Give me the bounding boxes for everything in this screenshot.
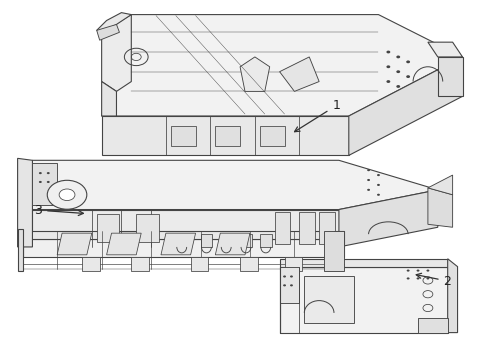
Polygon shape	[220, 234, 232, 247]
Circle shape	[387, 66, 391, 68]
Polygon shape	[349, 57, 463, 156]
Polygon shape	[215, 126, 240, 145]
Polygon shape	[280, 267, 299, 303]
Polygon shape	[418, 318, 448, 333]
Polygon shape	[191, 257, 208, 271]
Circle shape	[416, 270, 419, 272]
Polygon shape	[97, 24, 120, 40]
Polygon shape	[32, 210, 339, 247]
Circle shape	[290, 275, 293, 278]
Polygon shape	[324, 231, 344, 271]
Polygon shape	[136, 215, 159, 242]
Polygon shape	[285, 257, 302, 271]
Polygon shape	[161, 233, 196, 255]
Polygon shape	[23, 239, 344, 257]
Polygon shape	[97, 13, 131, 32]
Circle shape	[59, 189, 75, 201]
Circle shape	[396, 55, 400, 58]
Circle shape	[416, 278, 419, 279]
Polygon shape	[176, 234, 188, 247]
Polygon shape	[428, 188, 453, 227]
Polygon shape	[18, 229, 23, 271]
Circle shape	[367, 189, 370, 191]
Polygon shape	[101, 116, 349, 156]
Polygon shape	[304, 276, 354, 323]
Text: 3: 3	[34, 204, 83, 217]
Polygon shape	[240, 57, 270, 91]
Text: 2: 2	[416, 273, 451, 288]
Circle shape	[387, 51, 391, 53]
Circle shape	[396, 70, 400, 73]
Polygon shape	[171, 126, 196, 145]
Circle shape	[290, 284, 293, 287]
Circle shape	[377, 194, 380, 196]
Polygon shape	[428, 42, 463, 57]
Polygon shape	[428, 175, 453, 195]
Polygon shape	[280, 259, 448, 267]
Polygon shape	[260, 234, 271, 247]
Polygon shape	[101, 15, 131, 91]
Polygon shape	[32, 163, 57, 204]
Polygon shape	[240, 234, 252, 247]
Polygon shape	[97, 215, 120, 242]
Polygon shape	[107, 233, 141, 255]
Circle shape	[406, 60, 410, 63]
Circle shape	[407, 278, 410, 279]
Text: 1: 1	[294, 99, 340, 132]
Polygon shape	[260, 126, 285, 145]
Circle shape	[283, 275, 286, 278]
Polygon shape	[23, 231, 344, 239]
Polygon shape	[101, 15, 463, 116]
Circle shape	[39, 172, 42, 174]
Circle shape	[367, 169, 370, 171]
Circle shape	[47, 181, 49, 183]
Polygon shape	[280, 267, 448, 333]
Polygon shape	[18, 158, 32, 247]
Polygon shape	[438, 57, 463, 96]
Circle shape	[47, 172, 49, 174]
Circle shape	[377, 174, 380, 176]
Circle shape	[407, 270, 410, 272]
Polygon shape	[339, 190, 438, 247]
Polygon shape	[448, 259, 458, 333]
Circle shape	[367, 179, 370, 181]
Polygon shape	[299, 212, 315, 244]
Polygon shape	[280, 57, 319, 91]
Circle shape	[377, 184, 380, 186]
Circle shape	[387, 80, 391, 83]
Circle shape	[406, 75, 410, 78]
Circle shape	[39, 181, 42, 183]
Circle shape	[396, 85, 400, 88]
Polygon shape	[319, 212, 335, 244]
Polygon shape	[101, 82, 117, 116]
Polygon shape	[131, 257, 149, 271]
Circle shape	[47, 180, 87, 209]
Polygon shape	[32, 160, 438, 210]
Circle shape	[426, 278, 429, 279]
Polygon shape	[82, 257, 99, 271]
Polygon shape	[57, 233, 92, 255]
Polygon shape	[215, 233, 250, 255]
Circle shape	[283, 284, 286, 287]
Polygon shape	[200, 234, 212, 247]
Polygon shape	[240, 257, 258, 271]
Polygon shape	[275, 212, 291, 244]
Circle shape	[426, 270, 429, 272]
